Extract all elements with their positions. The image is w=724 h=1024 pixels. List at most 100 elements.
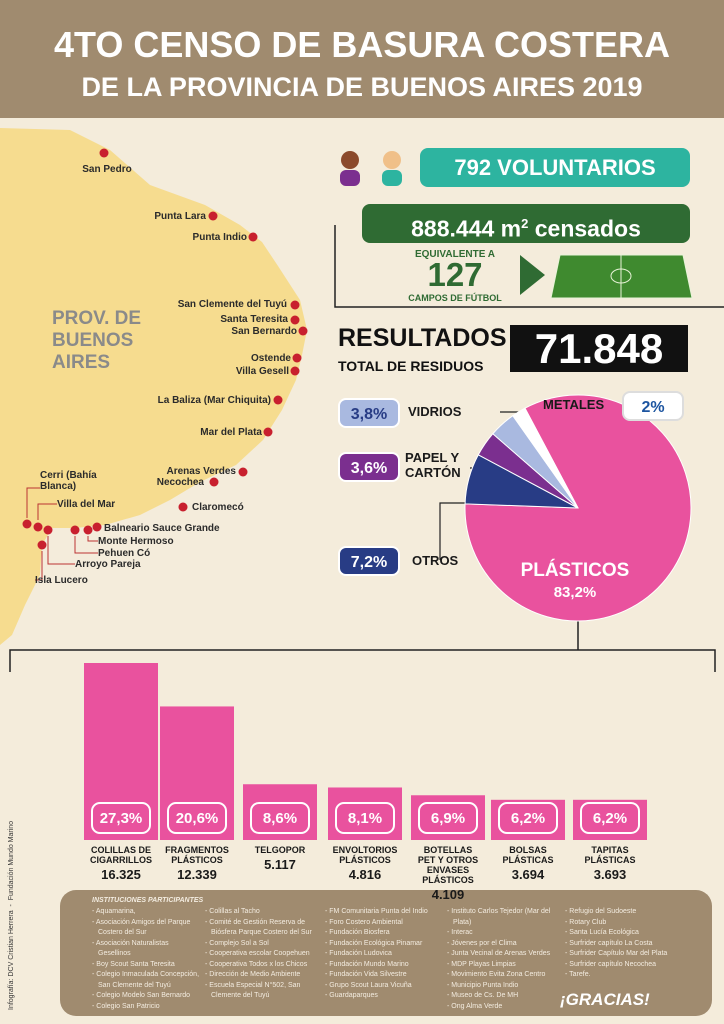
thanks: ¡GRACIAS! — [560, 990, 650, 1009]
slice-name: METALES — [543, 397, 605, 412]
area: 888.444 m2 censados — [362, 204, 690, 249]
institution: Cooperativa escolar Coopehuen — [205, 949, 323, 960]
title-line: 4TO CENSO DE BASURA COSTERA — [53, 24, 671, 65]
fields: 127 — [427, 256, 483, 293]
bar-count: 12.339 — [177, 867, 217, 882]
results-total: 71.848 — [534, 325, 664, 372]
place-dot — [33, 522, 43, 532]
institution: Fundación Ecológica Pinamar — [325, 939, 443, 950]
place-dot — [92, 522, 102, 532]
institution: Foro Costero Ambiental — [325, 918, 443, 929]
place-dot — [238, 467, 248, 477]
institution: FM Comunitaria Punta del Indio — [325, 907, 443, 918]
institution: Refugio del Sudoeste — [565, 907, 695, 918]
slice-value: 3,6% — [338, 452, 400, 482]
institution: Santa Lucía Ecológica — [565, 928, 695, 939]
volunteers: 792 VOLUNTARIOS — [454, 155, 656, 180]
area-unit: censados — [534, 215, 641, 242]
institution: Grupo Scout Laura Vicuña — [325, 981, 443, 992]
institution: Fundación Ludovica — [325, 949, 443, 960]
place-dot — [248, 232, 258, 242]
arrow — [520, 255, 545, 295]
place-label: San Bernardo — [231, 326, 297, 337]
place-label: Mar del Plata — [200, 427, 262, 438]
place-label: Arroyo Pareja — [75, 559, 141, 570]
area-exponent: 2 — [521, 216, 529, 231]
institution: Movimiento Evita Zona Centro — [447, 970, 562, 981]
institution-column: Instituto Carlos Tejedor (Mar del Plata)… — [447, 907, 562, 1012]
place-label: La Baliza (Mar Chiquita) — [157, 395, 271, 406]
region-label: PROV. DE BUENOS AIRES — [52, 308, 142, 373]
institution: Cooperativa Todos x los Chicos — [205, 960, 323, 971]
province-map — [0, 128, 307, 645]
people-icon — [340, 151, 402, 186]
institution: Escuela Especial N°502, San Clemente del… — [205, 981, 323, 1002]
credit: Infografía: DCV Cristian Herrera - Funda… — [8, 820, 15, 1010]
bar-name: TELGOPOR — [254, 845, 306, 855]
place-label: Balneario Sauce Grande — [104, 523, 220, 534]
value-box — [91, 802, 151, 834]
place-dot — [208, 211, 218, 221]
bar-count: 16.325 — [101, 867, 141, 882]
value-box — [580, 802, 640, 834]
bar-count: 3.693 — [593, 867, 627, 882]
place-dot — [209, 477, 219, 487]
slice-value: 3,8% — [338, 398, 400, 428]
institution: Asociación Naturalistas Gesellinos — [92, 939, 202, 960]
place-dot — [263, 427, 273, 437]
volunteers-box — [420, 148, 690, 187]
slice-value: 7,2% — [338, 546, 400, 576]
bar-name: FRAGMENTOS PLÁSTICOS — [165, 845, 229, 865]
institution: Instituto Carlos Tejedor (Mar del Plata) — [447, 907, 562, 928]
bar-name: ENVOLTORIOS PLÁSTICOS — [332, 845, 398, 865]
place-label: Ostende — [250, 353, 291, 364]
bar-count: 4.109 — [431, 887, 465, 902]
institution: Dirección de Medio Ambiente — [205, 970, 323, 981]
value-label: 27,3% — [100, 810, 143, 827]
place-dot — [273, 395, 283, 405]
institution: Colegio San Patricio — [92, 1002, 202, 1013]
place-dot — [290, 300, 300, 310]
value-box — [167, 802, 227, 834]
leader-line — [87, 536, 98, 542]
results-title: RESULTADOS — [338, 324, 507, 352]
institution-column: FM Comunitaria Punta del IndioForo Coste… — [325, 907, 443, 1002]
place-label: Arenas Verdes — [166, 466, 237, 477]
leader-line — [26, 487, 40, 518]
slice-name: PLÁSTICOS — [520, 560, 630, 581]
institution: Rotary Club — [565, 918, 695, 929]
value-label: 6,2% — [593, 810, 627, 827]
value-box — [418, 802, 478, 834]
slice-value: 83,2% — [553, 584, 597, 601]
institution: Complejo Sol a Sol — [205, 939, 323, 950]
slice-value: 2% — [622, 391, 684, 421]
place-label: Punta Indio — [192, 232, 247, 243]
place-dot — [43, 525, 53, 535]
place-label: San Pedro — [82, 164, 132, 175]
place-dot — [99, 148, 109, 158]
institution: MDP Playas Limpias — [447, 960, 562, 971]
value-label: 8,1% — [348, 810, 382, 827]
area-value: 888.444 m — [411, 215, 522, 242]
institution: Fundación Mundo Marino — [325, 960, 443, 971]
place-label: Claromecó — [192, 502, 244, 513]
slice-name: VIDRIOS — [408, 404, 462, 419]
institution: Interac — [447, 928, 562, 939]
institution: Junta Vecinal de Arenas Verdes — [447, 949, 562, 960]
bracket-line — [334, 225, 724, 308]
leader-line — [74, 536, 98, 554]
place-dot — [70, 525, 80, 535]
area-box — [362, 204, 690, 243]
place-dot — [298, 326, 308, 336]
institution: Guardaparques — [325, 991, 443, 1002]
place-label: Cerri (Bahía Blanca) — [40, 470, 97, 492]
place-label: Necochea — [156, 477, 204, 488]
institution: Surfrider capítulo Necochea — [565, 960, 695, 971]
institution: Municipio Punta Indio — [447, 981, 562, 992]
leader-line — [47, 536, 75, 565]
institution-column: Colillas al TachoComité de Gestión Reser… — [205, 907, 323, 1002]
place-label: Villa del Mar — [57, 499, 116, 510]
leader-line — [37, 503, 57, 520]
place-label: Monte Hermoso — [98, 536, 174, 547]
